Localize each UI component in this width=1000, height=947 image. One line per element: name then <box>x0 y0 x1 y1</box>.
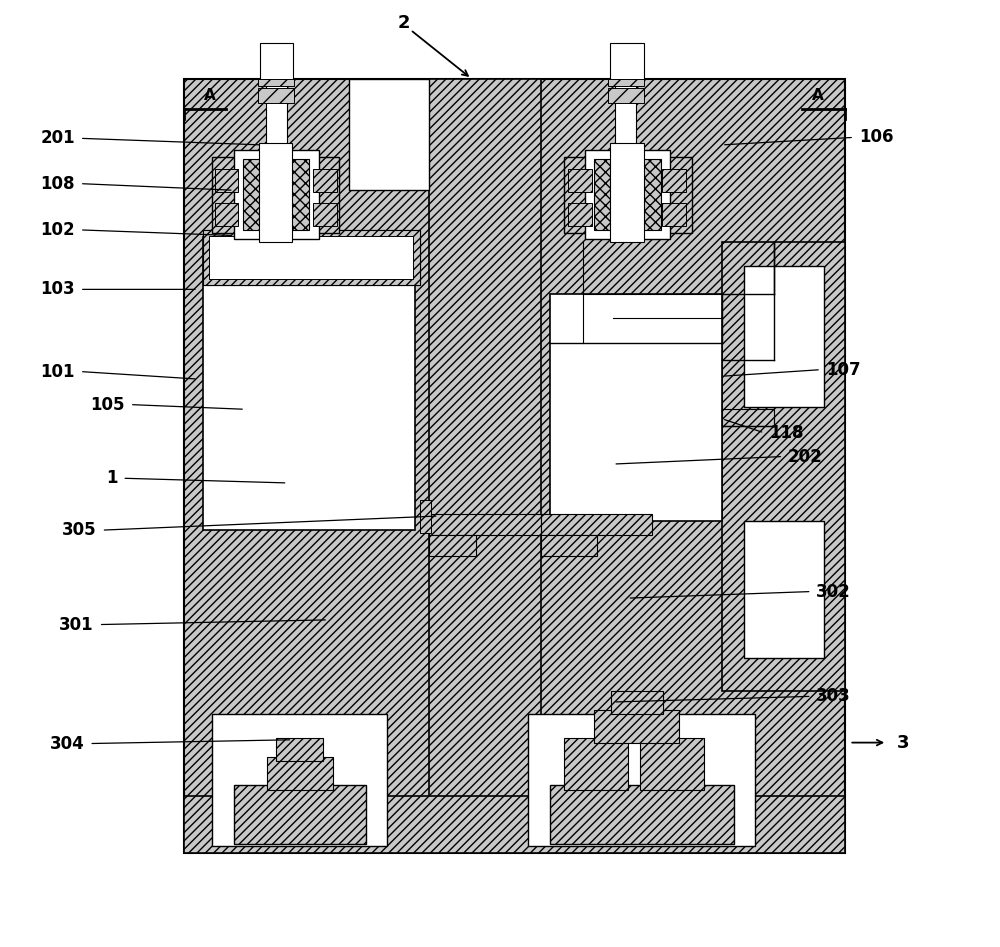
Text: A: A <box>204 88 216 103</box>
Text: 107: 107 <box>826 361 860 379</box>
Bar <box>564 157 692 233</box>
Bar <box>234 785 366 844</box>
Bar <box>744 266 824 407</box>
Bar <box>429 79 541 853</box>
Bar <box>594 159 661 230</box>
Bar <box>267 757 333 790</box>
Bar <box>611 690 663 714</box>
Bar <box>313 169 337 192</box>
Bar <box>528 714 755 847</box>
Bar <box>184 79 845 853</box>
Text: 301: 301 <box>59 616 94 634</box>
Bar <box>258 88 294 103</box>
Text: 108: 108 <box>41 174 75 192</box>
Bar <box>429 535 476 556</box>
Bar <box>610 43 644 80</box>
Bar <box>722 242 845 690</box>
Bar <box>662 203 686 226</box>
Text: 102: 102 <box>40 221 75 239</box>
Bar <box>608 88 644 103</box>
Text: 2: 2 <box>397 14 410 32</box>
Text: 1: 1 <box>106 469 118 487</box>
Text: 106: 106 <box>859 129 893 147</box>
Text: 103: 103 <box>40 280 75 298</box>
Text: 305: 305 <box>62 521 97 539</box>
Bar <box>203 230 420 285</box>
Bar <box>276 738 323 761</box>
Bar <box>266 79 287 157</box>
Bar <box>615 79 636 157</box>
Bar <box>258 79 294 86</box>
Bar <box>585 150 670 240</box>
Bar <box>541 535 597 556</box>
Bar <box>613 165 638 186</box>
Bar <box>215 169 238 192</box>
Bar <box>662 169 686 192</box>
Bar <box>212 714 387 847</box>
Text: 202: 202 <box>788 448 823 466</box>
Bar <box>420 500 431 533</box>
Text: 101: 101 <box>41 363 75 381</box>
Bar <box>610 143 644 242</box>
Bar <box>722 409 774 426</box>
Bar <box>568 203 592 226</box>
Bar <box>608 79 644 86</box>
Bar <box>243 159 309 230</box>
Text: 304: 304 <box>50 735 85 753</box>
Bar <box>541 514 652 535</box>
Bar <box>744 521 824 657</box>
Text: 118: 118 <box>769 424 804 442</box>
Text: 3: 3 <box>897 734 909 752</box>
Bar <box>568 169 592 192</box>
Bar <box>564 738 628 790</box>
Bar <box>260 43 293 80</box>
Text: 302: 302 <box>816 582 851 600</box>
Bar <box>640 738 704 790</box>
Bar <box>259 143 292 242</box>
Text: 303: 303 <box>816 688 851 706</box>
Bar <box>313 203 337 226</box>
Bar <box>550 295 722 521</box>
Bar <box>429 514 541 535</box>
Bar <box>616 154 635 167</box>
Bar <box>550 785 734 844</box>
Bar <box>349 79 429 190</box>
Bar <box>184 796 845 853</box>
Text: 105: 105 <box>91 396 125 414</box>
Bar <box>215 203 238 226</box>
Bar <box>209 236 413 279</box>
Text: A: A <box>812 88 824 103</box>
Bar <box>594 709 679 742</box>
Bar <box>203 238 415 530</box>
Bar <box>267 154 286 167</box>
Bar <box>203 230 420 285</box>
Bar <box>264 165 288 186</box>
Text: 201: 201 <box>40 130 75 148</box>
Bar <box>234 150 319 240</box>
Bar <box>212 157 339 233</box>
